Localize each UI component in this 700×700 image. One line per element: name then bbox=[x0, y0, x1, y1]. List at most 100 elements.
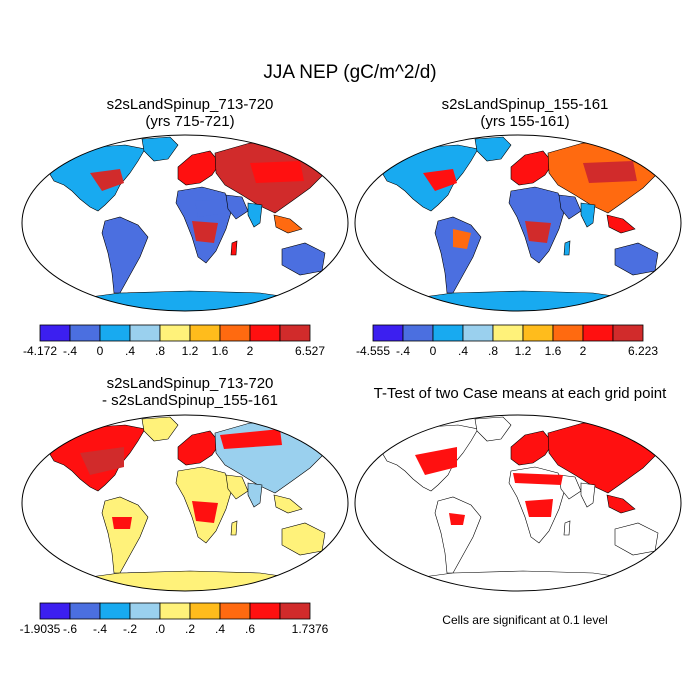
colorbar-swatch bbox=[159, 324, 191, 342]
map-panel-2 bbox=[354, 134, 682, 312]
colorbar-swatch bbox=[189, 602, 221, 620]
data-patch bbox=[90, 169, 124, 191]
colorbar-swatch bbox=[99, 324, 131, 342]
land-seasia bbox=[273, 214, 303, 234]
map-border bbox=[21, 414, 349, 592]
land-antarctica bbox=[59, 290, 316, 311]
colorbar-label: .8 bbox=[155, 344, 165, 358]
colorbar-swatch bbox=[402, 324, 434, 342]
land-layer bbox=[380, 416, 659, 591]
land-greenland bbox=[141, 416, 179, 442]
colorbar-label: -4.555 bbox=[356, 344, 390, 358]
colorbar-label: -.4 bbox=[396, 344, 410, 358]
land-europe bbox=[177, 150, 221, 186]
panel-3-title-line2: - s2sLandSpinup_155-161 bbox=[102, 392, 278, 409]
colorbar-label: -.6 bbox=[63, 622, 77, 636]
data-patch bbox=[195, 199, 226, 217]
colorbar-swatch bbox=[39, 602, 71, 620]
panel-1-title: s2sLandSpinup_713-720 (yrs 715-721) bbox=[20, 96, 360, 130]
colorbar-label: 6.527 bbox=[295, 344, 325, 358]
colorbar-swatch bbox=[129, 324, 161, 342]
colorbar-panel-3: -1.9035 -.6 -.4 -.2 .0 .2 .4 .6 1.7376 bbox=[20, 602, 329, 636]
data-patch bbox=[250, 161, 304, 183]
data-patch bbox=[583, 161, 637, 183]
panel-2-title-line1: s2sLandSpinup_155-161 bbox=[441, 96, 609, 113]
land-greenland bbox=[141, 136, 179, 162]
panel-4-title: T-Test of two Case means at each grid po… bbox=[345, 385, 695, 402]
colorbar-label: -.2 bbox=[123, 622, 137, 636]
data-patch bbox=[525, 221, 551, 243]
map-panel-1 bbox=[21, 134, 349, 312]
colorbar-swatch bbox=[462, 324, 494, 342]
data-patch bbox=[220, 429, 282, 449]
panel-2-title-line2: (yrs 155-161) bbox=[480, 113, 570, 130]
colorbar-swatch bbox=[492, 324, 524, 342]
data-patch bbox=[423, 169, 457, 191]
colorbar-swatch bbox=[279, 602, 311, 620]
map-border bbox=[21, 134, 349, 312]
colorbar-swatch bbox=[522, 324, 554, 342]
colorbar-label: 1.6 bbox=[545, 344, 562, 358]
land-india bbox=[247, 202, 263, 228]
land-arabia bbox=[558, 474, 582, 500]
panel-1-title-line2: (yrs 715-721) bbox=[145, 113, 235, 130]
colorbar-label: .4 bbox=[215, 622, 225, 636]
data-patch bbox=[525, 499, 553, 517]
colorbar-swatch bbox=[69, 324, 101, 342]
land-australia bbox=[281, 242, 326, 276]
colorbar-label: 1.6 bbox=[212, 344, 229, 358]
colorbar-label: 0 bbox=[97, 344, 104, 358]
colorbar-label: 6.223 bbox=[628, 344, 658, 358]
colorbar-label: .0 bbox=[155, 622, 165, 636]
colorbar-label: -.4 bbox=[63, 344, 77, 358]
land-samerica bbox=[434, 216, 482, 294]
colorbar-swatch bbox=[69, 602, 101, 620]
panel-3-title: s2sLandSpinup_713-720 - s2sLandSpinup_15… bbox=[20, 375, 360, 409]
land-europe bbox=[510, 150, 554, 186]
data-patch bbox=[192, 501, 218, 523]
land-madagascar bbox=[230, 520, 238, 536]
colorbar-swatch bbox=[189, 324, 221, 342]
land-madagascar bbox=[563, 520, 571, 536]
data-patch bbox=[415, 447, 457, 475]
land-arabia bbox=[225, 194, 249, 220]
colorbar-swatch bbox=[39, 324, 71, 342]
colorbar-swatch bbox=[582, 324, 614, 342]
panel-1-title-line1: s2sLandSpinup_713-720 bbox=[106, 96, 274, 113]
data-patch bbox=[112, 517, 132, 529]
land-greenland bbox=[474, 136, 512, 162]
colorbar-label: 2 bbox=[247, 344, 254, 358]
land-india bbox=[580, 202, 596, 228]
data-patch bbox=[513, 473, 563, 485]
colorbar-swatch bbox=[219, 324, 251, 342]
land-india bbox=[247, 482, 263, 508]
land-antarctica bbox=[392, 290, 649, 311]
map-panel-4 bbox=[354, 414, 682, 592]
land-australia bbox=[614, 242, 659, 276]
colorbar-label: -.4 bbox=[93, 622, 107, 636]
colorbar-label: .2 bbox=[185, 622, 195, 636]
data-patch bbox=[192, 221, 218, 243]
map-border bbox=[354, 134, 682, 312]
colorbar-label: 2 bbox=[580, 344, 587, 358]
land-madagascar bbox=[230, 240, 238, 256]
panel-2-title: s2sLandSpinup_155-161 (yrs 155-161) bbox=[355, 96, 695, 130]
colorbar-swatch bbox=[279, 324, 311, 342]
colorbar-label: 1.2 bbox=[182, 344, 199, 358]
colorbar-swatch bbox=[432, 324, 464, 342]
land-layer bbox=[380, 136, 659, 311]
colorbar-label: .6 bbox=[245, 622, 255, 636]
panel-4-title-line1: T-Test of two Case means at each grid po… bbox=[373, 385, 667, 402]
land-europe bbox=[510, 430, 554, 466]
land-samerica bbox=[101, 496, 149, 574]
colorbar-swatch bbox=[249, 324, 281, 342]
land-layer bbox=[47, 416, 326, 591]
colorbar-panel-1: -4.172 -.4 0 .4 .8 1.2 1.6 2 6.527 bbox=[23, 324, 325, 358]
colorbar-swatch bbox=[99, 602, 131, 620]
colorbar-label: -1.9035 bbox=[20, 622, 61, 636]
colorbar-swatch bbox=[612, 324, 644, 342]
land-australia bbox=[614, 522, 659, 556]
significance-note: Cells are significant at 0.1 level bbox=[442, 613, 608, 627]
land-samerica bbox=[434, 496, 482, 574]
colorbar-label: .8 bbox=[488, 344, 498, 358]
